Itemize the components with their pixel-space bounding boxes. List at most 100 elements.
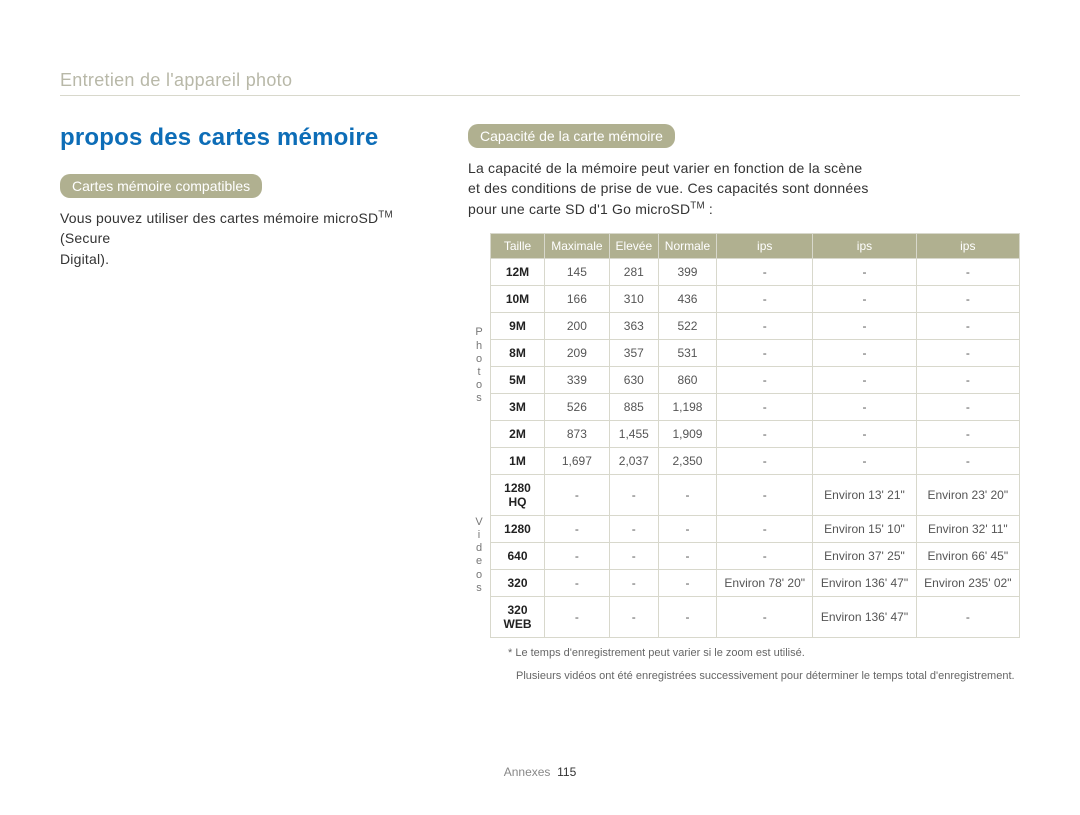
capacity-table: TailleMaximaleElevéeNormaleipsipsips 12M… <box>490 233 1020 638</box>
size-cell: 1280 HQ <box>491 474 545 515</box>
table-row: 320 WEB----Environ 136' 47"- <box>491 596 1020 637</box>
value-cell: - <box>813 285 916 312</box>
value-cell: - <box>717 515 813 542</box>
table-header-cell: Taille <box>491 233 545 258</box>
table-row: 2M8731,4551,909--- <box>491 420 1020 447</box>
value-cell: 145 <box>545 258 610 285</box>
value-cell: - <box>609 596 658 637</box>
manual-page: Entretien de l'appareil photo propos des… <box>0 0 1080 815</box>
value-cell: - <box>916 447 1019 474</box>
value-cell: - <box>658 542 716 569</box>
side-label-photos: Photos <box>468 258 490 474</box>
value-cell: 885 <box>609 393 658 420</box>
value-cell: 1,909 <box>658 420 716 447</box>
value-cell: Environ 78' 20" <box>717 569 813 596</box>
value-cell: - <box>717 420 813 447</box>
value-cell: - <box>916 420 1019 447</box>
value-cell: - <box>717 596 813 637</box>
intro-line-3-after: : <box>705 201 713 217</box>
value-cell: - <box>717 542 813 569</box>
value-cell: - <box>717 447 813 474</box>
value-cell: - <box>545 596 610 637</box>
table-header-cell: ips <box>717 233 813 258</box>
value-cell: 357 <box>609 339 658 366</box>
capacity-intro-text: La capacité de la mémoire peut varier en… <box>468 158 1020 219</box>
value-cell: 436 <box>658 285 716 312</box>
value-cell: 873 <box>545 420 610 447</box>
breadcrumb: Entretien de l'appareil photo <box>60 70 1020 91</box>
table-header-cell: ips <box>813 233 916 258</box>
value-cell: 399 <box>658 258 716 285</box>
value-cell: Environ 37' 25" <box>813 542 916 569</box>
value-cell: 166 <box>545 285 610 312</box>
table-row: 320---Environ 78' 20"Environ 136' 47"Env… <box>491 569 1020 596</box>
size-cell: 8M <box>491 339 545 366</box>
intro-line-3-before: pour une carte SD d'1 Go microSD <box>468 201 690 217</box>
value-cell: 281 <box>609 258 658 285</box>
size-cell: 5M <box>491 366 545 393</box>
table-head: TailleMaximaleElevéeNormaleipsipsips <box>491 233 1020 258</box>
size-cell: 1280 <box>491 515 545 542</box>
value-cell: Environ 136' 47" <box>813 596 916 637</box>
subsection-pill-capacity: Capacité de la carte mémoire <box>468 124 675 148</box>
value-cell: - <box>813 339 916 366</box>
size-cell: 3M <box>491 393 545 420</box>
footnote-2: Plusieurs vidéos ont été enregistrées su… <box>468 669 1020 684</box>
table-row: 1280----Environ 15' 10"Environ 32' 11" <box>491 515 1020 542</box>
footer-section: Annexes <box>504 765 551 779</box>
size-cell: 320 <box>491 569 545 596</box>
value-cell: - <box>813 258 916 285</box>
value-cell: 531 <box>658 339 716 366</box>
value-cell: 526 <box>545 393 610 420</box>
value-cell: 2,350 <box>658 447 716 474</box>
table-row: 5M339630860--- <box>491 366 1020 393</box>
value-cell: 1,697 <box>545 447 610 474</box>
value-cell: - <box>545 515 610 542</box>
side-label-videos: Videos <box>468 474 490 637</box>
intro-line-1: La capacité de la mémoire peut varier en… <box>468 160 862 176</box>
table-header-cell: Normale <box>658 233 716 258</box>
value-cell: - <box>658 474 716 515</box>
value-cell: - <box>717 339 813 366</box>
table-row: 3M5268851,198--- <box>491 393 1020 420</box>
value-cell: Environ 136' 47" <box>813 569 916 596</box>
value-cell: Environ 32' 11" <box>916 515 1019 542</box>
value-cell: - <box>813 312 916 339</box>
value-cell: 209 <box>545 339 610 366</box>
header-rule <box>60 95 1020 96</box>
table-row: 1M1,6972,0372,350--- <box>491 447 1020 474</box>
text-before-tm: Vous pouvez utiliser des cartes mémoire … <box>60 210 378 226</box>
table-header-cell: Elevée <box>609 233 658 258</box>
value-cell: - <box>717 474 813 515</box>
intro-line-2: et des conditions de prise de vue. Ces c… <box>468 180 869 196</box>
value-cell: 2,037 <box>609 447 658 474</box>
page-footer: Annexes 115 <box>0 765 1080 779</box>
size-cell: 1M <box>491 447 545 474</box>
value-cell: - <box>545 542 610 569</box>
value-cell: - <box>916 258 1019 285</box>
intro-tm-mark: TM <box>690 200 705 211</box>
value-cell: - <box>916 312 1019 339</box>
value-cell: 200 <box>545 312 610 339</box>
capacity-table-wrap: Photos Videos TailleMaximaleElevéeNormal… <box>468 233 1020 638</box>
value-cell: Environ 15' 10" <box>813 515 916 542</box>
table-header-cell: Maximale <box>545 233 610 258</box>
footnote-1: * Le temps d'enregistrement peut varier … <box>468 646 1020 661</box>
value-cell: - <box>813 447 916 474</box>
value-cell: - <box>916 393 1019 420</box>
value-cell: Environ 66' 45" <box>916 542 1019 569</box>
section-title: propos des cartes mémoire <box>60 124 432 152</box>
left-column: propos des cartes mémoire Cartes mémoire… <box>60 124 432 685</box>
table-row: 640----Environ 37' 25"Environ 66' 45" <box>491 542 1020 569</box>
value-cell: - <box>609 474 658 515</box>
footer-page-number: 115 <box>557 765 576 779</box>
value-cell: - <box>717 366 813 393</box>
value-cell: - <box>658 515 716 542</box>
value-cell: Environ 13' 21" <box>813 474 916 515</box>
value-cell: - <box>717 312 813 339</box>
size-cell: 12M <box>491 258 545 285</box>
value-cell: Environ 23' 20" <box>916 474 1019 515</box>
value-cell: 310 <box>609 285 658 312</box>
table-row: 8M209357531--- <box>491 339 1020 366</box>
value-cell: - <box>717 285 813 312</box>
